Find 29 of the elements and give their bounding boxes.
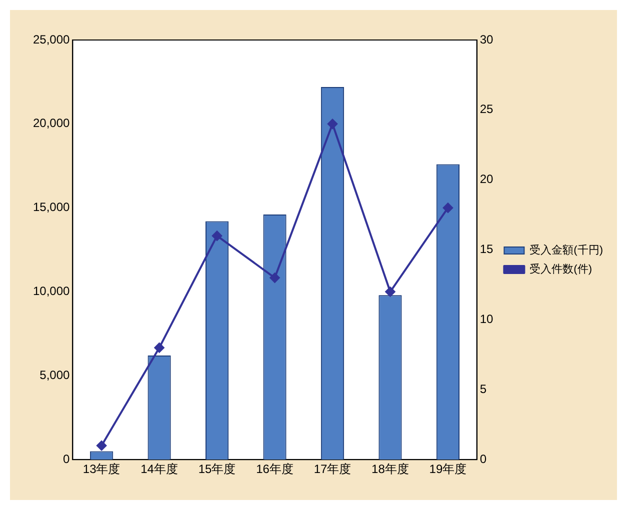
- y2-tick-label: 0: [480, 452, 487, 466]
- point: [385, 286, 396, 297]
- x-tick-label: 19年度: [429, 462, 467, 476]
- legend-label: 受入件数(件): [530, 262, 592, 276]
- point: [96, 440, 107, 451]
- y2-tick-label: 15: [480, 242, 494, 256]
- y2-tick-label: 5: [480, 382, 487, 396]
- x-tick-label: 15年度: [198, 462, 236, 476]
- point: [442, 202, 453, 213]
- x-tick-label: 14年度: [140, 462, 178, 476]
- x-tick-label: 17年度: [314, 462, 352, 476]
- x-tick-label: 13年度: [82, 462, 120, 476]
- y2-tick-label: 10: [480, 312, 494, 326]
- y2-tick-label: 20: [480, 172, 494, 186]
- y-tick-label: 0: [63, 452, 70, 466]
- x-tick-label: 16年度: [256, 462, 294, 476]
- x-tick-label: 18年度: [372, 462, 409, 476]
- point: [154, 342, 164, 353]
- y2-tick-label: 25: [480, 102, 494, 116]
- point: [270, 272, 280, 283]
- point: [327, 118, 338, 129]
- legend-label: 受入金額(千円): [530, 244, 603, 257]
- y-tick-label: 25,000: [33, 32, 70, 46]
- y-tick-label: 10,000: [33, 284, 70, 298]
- y-tick-label: 15,000: [33, 200, 70, 214]
- point: [212, 230, 222, 241]
- y-tick-label: 5,000: [40, 368, 70, 382]
- y2-tick-label: 30: [480, 32, 494, 46]
- y-tick-label: 20,000: [33, 116, 70, 130]
